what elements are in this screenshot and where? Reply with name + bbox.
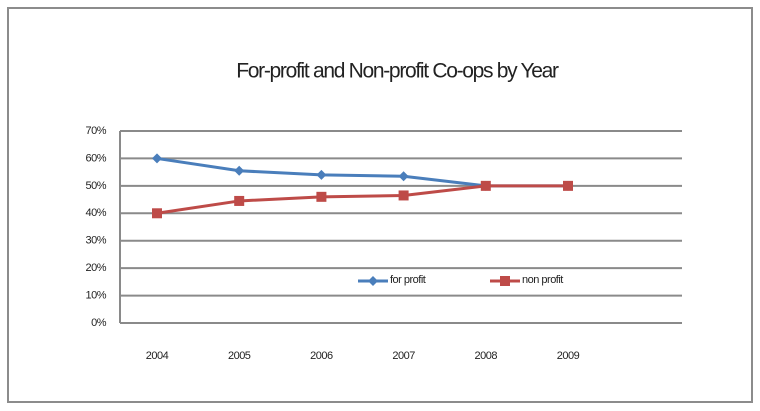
marker-square [316, 191, 327, 202]
marker-diamond [398, 171, 409, 182]
marker-diamond [368, 276, 378, 286]
y-tick-label: 10% [85, 289, 106, 301]
marker-diamond [234, 165, 245, 176]
series-line [156, 184, 568, 215]
y-tick-label: 30% [85, 235, 106, 247]
y-tick-label: 40% [85, 207, 106, 219]
chart-frame [7, 7, 753, 403]
marker-square [398, 190, 409, 201]
marker-square [480, 180, 491, 191]
x-tick-label: 2007 [392, 350, 415, 362]
y-tick-label: 20% [85, 262, 106, 274]
marker-diamond [152, 153, 162, 164]
y-tick-label: 70% [85, 125, 106, 137]
x-tick-label: 2009 [557, 350, 580, 362]
y-tick-label: 50% [85, 180, 106, 192]
marker-diamond [316, 169, 327, 180]
marker-square [563, 180, 573, 191]
marker-square [500, 276, 510, 286]
x-tick-label: 2008 [475, 350, 498, 362]
legend-label: for profit [390, 274, 426, 286]
y-tick-label: 60% [85, 152, 106, 164]
marker-square [152, 208, 162, 219]
x-tick-label: 2005 [228, 350, 251, 362]
marker-square [234, 195, 245, 206]
x-tick-label: 2006 [310, 350, 333, 362]
chart-title: For-profit and Non-profit Co-ops by Year [236, 60, 559, 83]
x-tick-label: 2004 [146, 350, 169, 362]
legend-label: non profit [522, 274, 563, 286]
y-tick-label: 0% [91, 317, 107, 329]
